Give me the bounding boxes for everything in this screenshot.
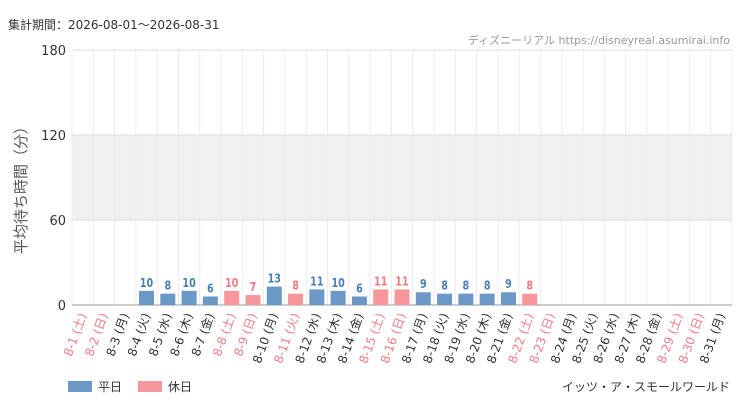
bar [373,289,389,305]
legend-weekday: 平日 [68,378,122,395]
shaded-band [72,135,732,220]
y-tick-label: 120 [41,129,66,144]
bar-value-label: 9 [505,277,512,291]
bar-value-label: 8 [526,279,533,293]
bar [160,293,176,305]
bar-value-label: 10 [225,276,239,290]
bar-value-label: 6 [356,281,363,295]
bar-value-label: 8 [164,279,171,293]
y-tick-label: 180 [41,44,66,59]
legend-weekday-label: 平日 [98,380,123,394]
bar [500,292,516,305]
bar-value-label: 11 [395,274,408,288]
bar-value-label: 8 [484,279,491,293]
bar-value-label: 8 [463,279,470,293]
bar [139,290,155,305]
bar [288,293,304,305]
bar [266,286,282,305]
legend-holiday: 休日 [138,378,192,395]
bar [415,292,431,305]
y-tick-label: 0 [58,299,66,314]
bar [181,290,197,305]
source-credit: ディズニーリアル https://disneyreal.asumirai.inf… [467,34,730,47]
bar [245,295,261,305]
bar-value-label: 10 [331,276,345,290]
period-label: 集計期間：2026-08-01～2026-08-31 [8,18,220,32]
legend-weekday-swatch [68,381,92,392]
bar [202,296,218,305]
bar [224,290,240,305]
bar-value-label: 10 [140,276,154,290]
y-tick-label: 60 [49,214,66,229]
legend-holiday-swatch [138,381,163,392]
bar [351,296,367,305]
bar-value-label: 8 [292,279,299,293]
bar [330,290,346,305]
bar-value-label: 13 [268,272,281,286]
legend-holiday-label: 休日 [168,380,193,394]
bar [479,293,495,305]
bar-value-label: 6 [207,281,214,295]
bar-value-label: 8 [441,279,448,293]
bar [309,289,325,305]
bar [522,293,538,305]
bar-value-label: 11 [374,274,387,288]
bar-value-label: 11 [310,274,323,288]
bar [458,293,474,305]
bar-value-label: 9 [420,277,427,291]
bar-value-label: 7 [250,280,257,294]
bar [437,293,453,305]
bar [394,289,410,305]
legend: 平日 休日 [68,378,208,395]
bar-value-label: 10 [182,276,196,290]
ride-name: イッツ・ア・スモールワールド [561,380,730,394]
